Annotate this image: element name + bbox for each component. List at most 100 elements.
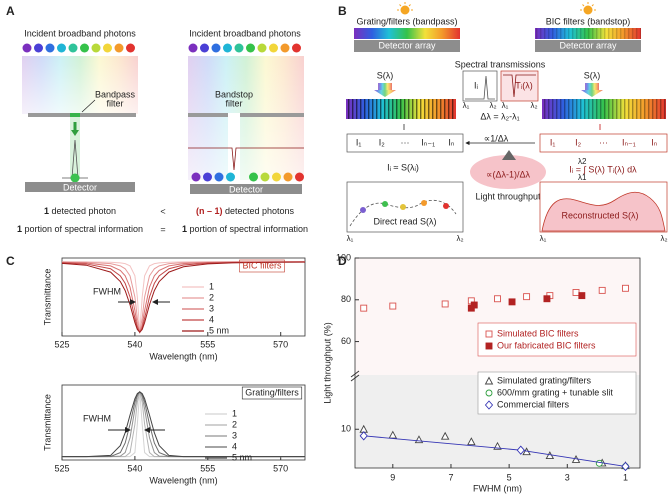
panel-annotation: Grating/filters <box>245 387 299 397</box>
detector-label: Detector <box>63 182 97 192</box>
legend-label: 4 <box>209 314 214 324</box>
cell-label: Iₙ <box>448 137 455 147</box>
equation: Iᵢ ≈ S(λᵢ) <box>387 162 419 172</box>
section-title: Spectral transmissions <box>455 59 546 69</box>
point <box>523 293 531 301</box>
photon <box>211 43 221 53</box>
legend-label: 2 <box>209 292 214 302</box>
cell-label: ··· <box>599 137 608 147</box>
annotation: FWHM <box>93 286 121 296</box>
point <box>622 284 629 292</box>
arrow-head <box>581 90 603 97</box>
limit: λ1 <box>578 173 587 182</box>
photon <box>269 43 278 53</box>
photon <box>223 43 232 53</box>
legend-marker <box>485 342 493 350</box>
series-line <box>62 391 305 458</box>
point <box>598 286 606 294</box>
legend-label: Our fabricated BIC filters <box>497 340 596 350</box>
photon <box>203 172 212 182</box>
sample <box>382 201 388 207</box>
arrow-body <box>585 83 599 90</box>
series-line <box>62 391 305 458</box>
legend-label: Simulated BIC filters <box>497 328 579 338</box>
x-tick-label: 9 <box>390 472 395 482</box>
series-line <box>62 391 305 458</box>
legend-label: 3 <box>209 303 214 313</box>
photon <box>103 43 112 53</box>
series-line <box>61 261 305 333</box>
spectrum-peak <box>62 139 88 179</box>
arrow-head <box>71 130 79 136</box>
reconstructed-curve <box>541 191 666 232</box>
photon <box>57 43 66 53</box>
point <box>494 295 501 303</box>
detector-label: Detector array <box>378 40 436 50</box>
panel-label: A <box>6 4 15 18</box>
detector-label: Detector <box>229 184 263 194</box>
legend-marker <box>484 376 494 385</box>
sample <box>443 203 449 209</box>
photon <box>292 43 301 53</box>
throughput-label: Light throughput <box>475 191 541 201</box>
photon <box>188 43 198 53</box>
axis-break <box>350 370 360 378</box>
sample <box>360 207 366 213</box>
detector-array <box>354 40 460 52</box>
filter-label: filter <box>106 98 123 108</box>
arrow-head <box>374 90 396 97</box>
x-tick-label: 7 <box>448 472 453 482</box>
caption-bold: 1 <box>44 206 49 216</box>
point <box>440 431 450 440</box>
caption: (n – 1) detected photons <box>196 206 295 216</box>
panel-label: D <box>338 254 347 268</box>
cell-label: Iₙ <box>651 137 658 147</box>
photon-row <box>191 172 304 182</box>
filter-bar <box>28 113 136 117</box>
point <box>621 461 630 472</box>
intensity-box <box>539 133 668 153</box>
sun-icon <box>397 2 413 15</box>
panel-b: B Grating/filters (bandpass) Detector ar… <box>338 2 668 243</box>
legend-label: Commercial filters <box>497 399 570 409</box>
photon <box>68 43 78 53</box>
y-tick-label: 60 <box>341 336 351 346</box>
photon <box>214 172 224 182</box>
detector <box>25 182 135 192</box>
plot-frame <box>61 384 306 461</box>
photon <box>234 43 244 53</box>
x-tick-label: 525 <box>54 339 69 349</box>
y-tick-label: 80 <box>341 294 351 304</box>
x-tick-label: 570 <box>273 463 288 473</box>
y-axis-label: Transmittance <box>42 269 52 326</box>
x-tick-label: 555 <box>200 339 215 349</box>
caption: 1 portion of spectral information <box>182 224 308 234</box>
delta-label: Δλ = λ₂-λ₁ <box>480 111 519 121</box>
panel-label: C <box>6 254 15 268</box>
y-axis-label: Light throughput (%) <box>322 322 332 404</box>
lambda-label: λ₁ <box>502 101 509 110</box>
filter-bar <box>188 113 304 117</box>
axis-break <box>350 374 360 382</box>
green-beam <box>70 117 80 179</box>
leader <box>81 99 96 113</box>
point <box>360 304 368 312</box>
panel-label: B <box>338 4 347 18</box>
cell-label: I₂ <box>575 137 582 147</box>
point <box>578 292 586 300</box>
legend-marker <box>484 400 494 410</box>
photon <box>283 172 293 182</box>
photon <box>249 172 258 182</box>
photon <box>280 43 290 53</box>
x-tick-label: 555 <box>200 463 215 473</box>
upper-bg <box>355 258 640 375</box>
sample <box>421 200 427 206</box>
compare: < <box>160 206 165 216</box>
point <box>389 302 397 310</box>
point <box>595 459 603 467</box>
point <box>508 298 516 306</box>
lambda-label: λ₁ <box>463 101 470 110</box>
caption: 1 portion of spectral information <box>17 224 143 234</box>
photon-row <box>22 43 301 53</box>
